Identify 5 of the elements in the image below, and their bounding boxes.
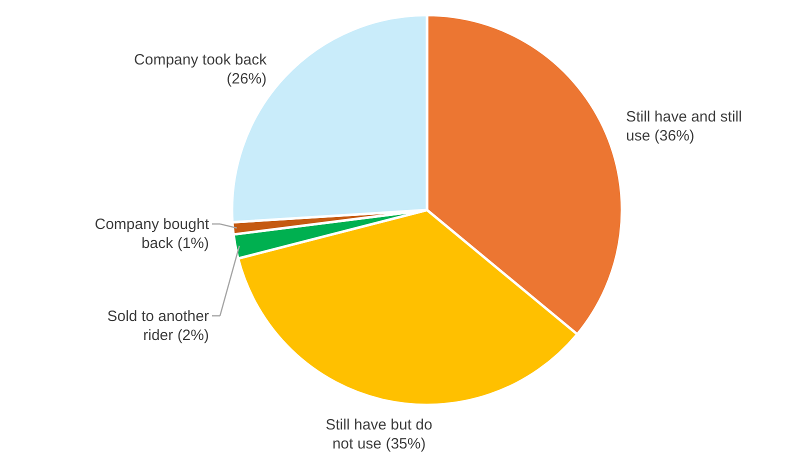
slice-label: Still have but do not use (35%) — [326, 416, 432, 453]
slice-label: Company bought back (1%) — [94, 216, 210, 252]
slice-label: Still have and still use (36%) — [626, 108, 742, 144]
slice-label: Sold to another rider (2%) — [107, 308, 209, 344]
slice-label: Company took back (26%) — [134, 51, 268, 88]
